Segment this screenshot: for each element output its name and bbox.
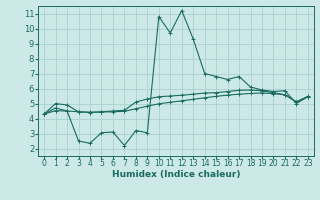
X-axis label: Humidex (Indice chaleur): Humidex (Indice chaleur) bbox=[112, 170, 240, 179]
